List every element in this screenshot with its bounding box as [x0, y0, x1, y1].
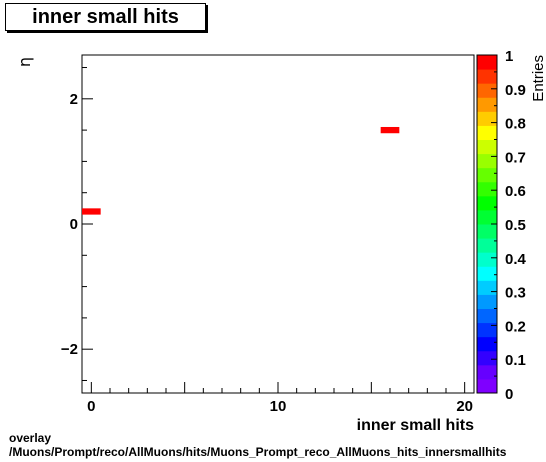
- colorbar-segment: [477, 153, 497, 169]
- colorbar-segment: [477, 364, 497, 380]
- colorbar-tick-label: 0.4: [505, 251, 527, 268]
- colorbar-tick-label: 0.3: [505, 285, 526, 302]
- colorbar-segment: [477, 294, 497, 309]
- y-axis-label: η: [15, 57, 34, 67]
- colorbar-segment: [477, 252, 497, 267]
- x-tick-label: 0: [87, 398, 95, 415]
- colorbar-segment: [477, 238, 497, 253]
- y-tick-label: 0: [70, 216, 78, 233]
- plot-frame: [81, 54, 475, 394]
- colorbar-segment: [477, 55, 497, 70]
- colorbar-tick-label: 0.5: [505, 217, 526, 234]
- colorbar-segment: [477, 83, 497, 98]
- colorbar-segment: [477, 322, 497, 338]
- colorbar-segment: [477, 308, 497, 324]
- colorbar-segment: [477, 266, 497, 281]
- colorbar-segment: [477, 167, 497, 183]
- colorbar-segment: [477, 125, 497, 140]
- x-tick-label: 10: [270, 398, 287, 415]
- colorbar-segment: [477, 209, 497, 225]
- y-tick-label: −2: [61, 341, 78, 358]
- colorbar-tick-label: 0.2: [505, 318, 526, 335]
- colorbar-tick-label: 0: [505, 386, 513, 403]
- colorbar-segment: [477, 139, 497, 155]
- colorbar-segment: [477, 195, 497, 211]
- colorbar-segment: [477, 280, 497, 295]
- x-axis-label: inner small hits: [357, 417, 474, 434]
- colorbar-segment: [477, 350, 497, 366]
- colorbar-label: Entries: [530, 55, 546, 102]
- y-tick-label: 2: [70, 91, 78, 108]
- colorbar-segment: [477, 111, 497, 126]
- colorbar-tick-label: 0.7: [505, 149, 526, 166]
- colorbar-segment: [477, 69, 497, 84]
- colorbar-tick-label: 0.8: [505, 116, 526, 133]
- colorbar-segment: [477, 181, 497, 197]
- colorbar-segment: [477, 97, 497, 112]
- colorbar-tick-label: 0.1: [505, 352, 526, 369]
- chart-title-box: inner small hits: [5, 3, 206, 31]
- footer-path-label: /Muons/Prompt/reco/AllMuons/hits/Muons_P…: [9, 445, 507, 459]
- colorbar-tick-label: 0.9: [505, 82, 526, 99]
- colorbar-tick-label: 0.6: [505, 183, 526, 200]
- x-tick-label: 20: [456, 398, 473, 415]
- heatmap-bin: [380, 126, 400, 134]
- colorbar-tick-label: 1: [505, 48, 513, 65]
- colorbar-segment: [477, 224, 497, 239]
- colorbar-segment: [477, 378, 497, 394]
- chart-title: inner small hits: [32, 6, 179, 28]
- colorbar-segment: [477, 336, 497, 352]
- footer-overlay-label: overlay: [9, 431, 52, 445]
- heatmap-bin: [82, 208, 101, 215]
